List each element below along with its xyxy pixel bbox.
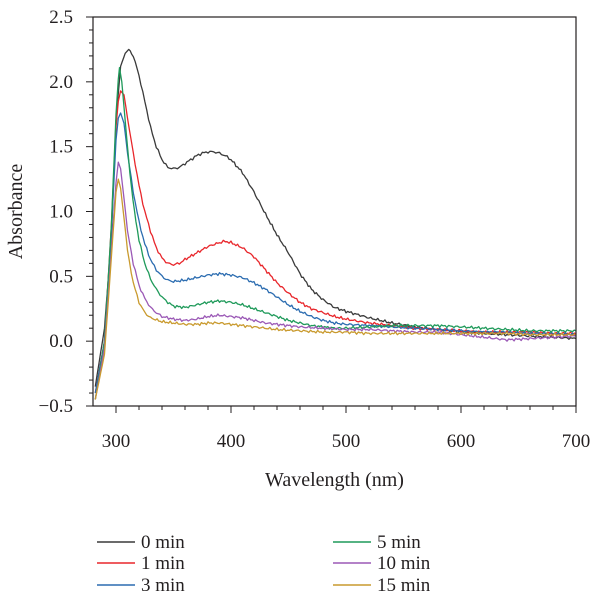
series-line-3-min [94, 112, 577, 394]
legend-item: 3 min [97, 575, 185, 596]
legend-label: 0 min [141, 532, 185, 553]
legend-item: 0 min [97, 532, 185, 553]
legend-item: 5 min [333, 532, 421, 553]
x-axis: 300 400 500 600 700 [102, 406, 591, 452]
y-tick-label: 0.0 [49, 331, 73, 352]
legend-item: 15 min [333, 575, 431, 596]
legend-label: 5 min [377, 532, 421, 553]
x-tick-label: 700 [562, 431, 591, 452]
y-tick-label: 1.0 [49, 202, 73, 223]
legend-item: 10 min [333, 553, 431, 574]
x-axis-title: Wavelength (nm) [265, 469, 404, 491]
series-line-10-min [94, 161, 577, 400]
legend-item: 1 min [97, 553, 185, 574]
y-tick-label: 1.5 [49, 137, 73, 158]
y-axis-title: Absorbance [5, 164, 27, 260]
series-layer [94, 48, 577, 400]
y-tick-label: 2.0 [49, 72, 73, 93]
x-tick-label: 400 [217, 431, 246, 452]
y-tick-label: 0.5 [49, 266, 73, 287]
y-tick-label: 2.5 [49, 7, 73, 28]
x-tick-label: 500 [332, 431, 361, 452]
series-line-0-min [94, 48, 577, 387]
x-tick-label: 300 [102, 431, 131, 452]
series-line-1-min [94, 90, 577, 394]
series-line-15-min [94, 178, 577, 400]
y-axis: −0.5 0.0 0.5 1.0 1.5 2.0 2.5 [39, 7, 93, 417]
series-line-5-min [94, 66, 577, 400]
y-tick-label: −0.5 [39, 396, 73, 417]
legend-label: 10 min [377, 553, 431, 574]
legend-label: 3 min [141, 575, 185, 596]
legend-label: 15 min [377, 575, 431, 596]
x-tick-label: 600 [447, 431, 476, 452]
plot-frame [92, 16, 577, 407]
legend-label: 1 min [141, 553, 185, 574]
